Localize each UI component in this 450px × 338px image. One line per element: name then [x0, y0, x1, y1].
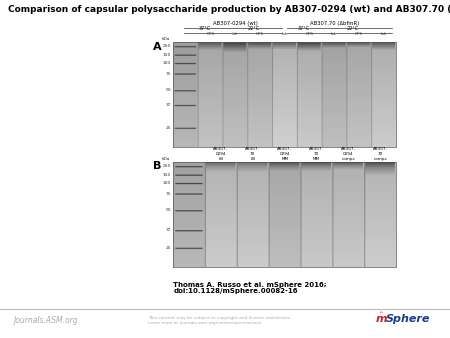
Text: This content may be subject to copyright and license restrictions.
Learn more at: This content may be subject to copyright…: [148, 316, 292, 325]
Text: kdr: kdr: [380, 32, 387, 36]
Text: 37°C: 37°C: [198, 26, 210, 31]
Text: 25: 25: [166, 126, 171, 130]
Text: kdr: kdr: [281, 32, 288, 36]
Text: OPS: OPS: [355, 32, 363, 36]
Text: 37: 37: [166, 103, 171, 107]
Text: kdr: kdr: [232, 32, 238, 36]
Text: doi:10.1128/mSphere.00082-16: doi:10.1128/mSphere.00082-16: [173, 288, 298, 294]
Text: AB307-0294 (wt): AB307-0294 (wt): [213, 21, 257, 26]
Text: 250: 250: [162, 44, 171, 48]
Text: kdr: kdr: [331, 32, 338, 36]
Text: 37: 37: [166, 228, 171, 232]
Text: AB307-
0294
MM: AB307- 0294 MM: [277, 147, 292, 161]
Text: AB307.
70
comps: AB307. 70 comps: [373, 147, 387, 161]
Text: m: m: [376, 314, 387, 324]
Text: 100: 100: [163, 181, 171, 185]
Text: Journals.ASM.org: Journals.ASM.org: [14, 316, 78, 325]
Text: Comparison of capsular polysaccharide production by AB307-0294 (wt) and AB307.70: Comparison of capsular polysaccharide pr…: [8, 5, 450, 14]
Text: OPS: OPS: [207, 32, 214, 36]
Text: 37°C: 37°C: [297, 26, 309, 31]
Text: AB307-
0294
LB: AB307- 0294 LB: [213, 147, 229, 161]
Text: B: B: [153, 161, 162, 171]
Text: AB307.
70
MM: AB307. 70 MM: [309, 147, 324, 161]
Text: AB307.70 (ΔbfmR): AB307.70 (ΔbfmR): [310, 21, 359, 26]
Text: 100: 100: [163, 61, 171, 65]
Text: 22°C: 22°C: [248, 26, 260, 31]
Text: 75: 75: [166, 72, 171, 76]
Text: 22°C: 22°C: [346, 26, 359, 31]
Text: ^: ^: [378, 311, 382, 316]
Text: 250: 250: [162, 164, 171, 168]
Text: 25: 25: [166, 246, 171, 250]
Text: OPS: OPS: [306, 32, 313, 36]
Text: kDa: kDa: [161, 37, 170, 41]
Text: 50: 50: [166, 89, 171, 93]
Text: Sphere: Sphere: [386, 314, 431, 324]
Text: 50: 50: [166, 209, 171, 213]
Text: 150: 150: [162, 53, 171, 57]
Text: OPS: OPS: [256, 32, 264, 36]
Text: 150: 150: [162, 173, 171, 177]
Text: A: A: [153, 42, 162, 52]
Text: AB307-
0294
comps: AB307- 0294 comps: [341, 147, 356, 161]
Text: AB307.
70
LB: AB307. 70 LB: [245, 147, 260, 161]
Text: kDa: kDa: [161, 156, 170, 161]
Text: Thomas A. Russo et al. mSphere 2016;: Thomas A. Russo et al. mSphere 2016;: [173, 282, 327, 288]
Text: 75: 75: [166, 192, 171, 196]
